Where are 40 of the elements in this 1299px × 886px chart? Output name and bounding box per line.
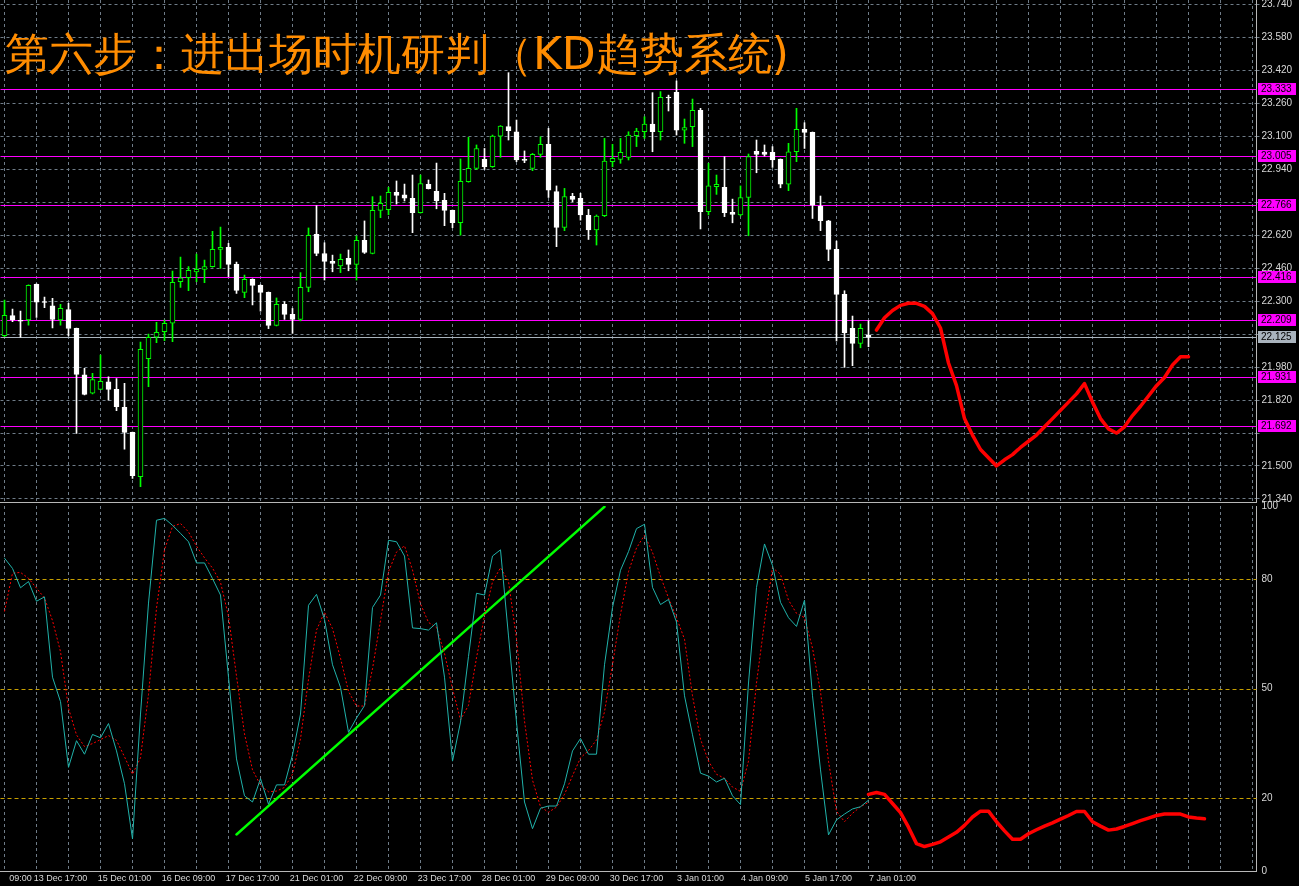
ref-line-label: 22.209 [1261, 314, 1293, 326]
x-tick-label: 30 Dec 17:00 [609, 872, 664, 883]
x-tick-label: 23 Dec 17:00 [417, 872, 472, 883]
y-tick-label: 22.620 [1261, 229, 1293, 241]
ref-line-label: 23.005 [1261, 150, 1293, 162]
y-tick-label: 21.820 [1261, 393, 1293, 405]
y-tick-label: 21.980 [1261, 360, 1293, 372]
x-tick-label: 21 Dec 01:00 [289, 872, 344, 883]
y-tick-label: 23.740 [1261, 0, 1293, 10]
y-tick-label: 23.260 [1261, 97, 1293, 109]
x-tick-label: 5 Jan 17:00 [804, 872, 853, 883]
y-tick-label: 50 [1261, 682, 1274, 694]
y-tick-label: 22.460 [1261, 262, 1293, 274]
y-tick-label: 80 [1261, 572, 1274, 584]
x-tick-label: 4 Jan 09:00 [740, 872, 789, 883]
ref-line-label: 23.333 [1261, 83, 1293, 95]
x-tick-label: 17 Dec 17:00 [225, 872, 280, 883]
y-tick-label: 23.100 [1261, 130, 1293, 142]
y-tick-label: 20 [1261, 791, 1274, 803]
y-tick-label: 23.580 [1261, 31, 1293, 43]
y-tick-label: 22.940 [1261, 163, 1293, 175]
x-tick-label: 3 Jan 01:00 [676, 872, 725, 883]
x-tick-label: 15 Dec 01:00 [97, 872, 152, 883]
ref-line-label: 21.692 [1261, 420, 1293, 432]
x-tick-label: 16 Dec 09:00 [161, 872, 216, 883]
x-tick-label: 29 Dec 09:00 [545, 872, 600, 883]
y-tick-label: 22.300 [1261, 294, 1293, 306]
ref-line-label: 22.416 [1261, 271, 1293, 283]
x-tick-label: 22 Dec 09:00 [353, 872, 408, 883]
y-tick-label: 23.420 [1261, 64, 1293, 76]
ref-line-label: 22.766 [1261, 199, 1293, 211]
y-tick-label: 21.500 [1261, 459, 1293, 471]
ref-line-label: 22.125 [1261, 331, 1293, 343]
ref-line-label: 21.931 [1261, 371, 1293, 383]
x-tick-label: 7 Jan 01:00 [868, 872, 917, 883]
x-tick-label: 13 Dec 17:00 [33, 872, 88, 883]
text: 第六步：进出场时机研判（KD趋势系统) [5, 28, 789, 79]
x-tick-label: 28 Dec 01:00 [481, 872, 536, 883]
y-tick-label: 0 [1261, 864, 1268, 876]
x-tick-label: 09:00 [9, 872, 32, 883]
